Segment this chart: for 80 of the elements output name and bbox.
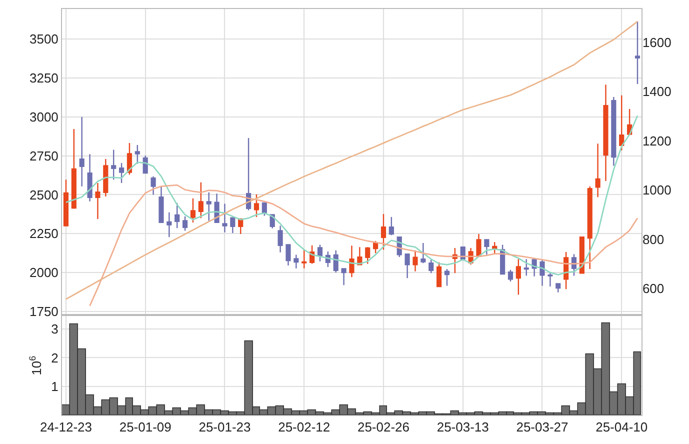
candlestick (404, 253, 410, 279)
category-label: 25-02-26 (357, 420, 410, 435)
category-label: 25-04-10 (596, 420, 648, 435)
y-tick-label: 2500 (29, 187, 58, 202)
y-tick-label: 3 (51, 322, 58, 337)
candlestick (365, 246, 370, 264)
y-tick-label: 2 (51, 350, 58, 366)
candlestick (134, 144, 140, 164)
candlestick (634, 20, 640, 85)
category-label: 25-02-12 (278, 420, 330, 435)
candlestick (222, 203, 228, 234)
candlestick (611, 96, 616, 166)
candlestick (278, 225, 283, 253)
candlestick (484, 239, 490, 256)
candlestick (63, 179, 69, 226)
y-tick-label: 3000 (29, 109, 58, 124)
candlestick (349, 245, 354, 278)
category-label: 25-01-23 (198, 420, 251, 435)
y-tick-label: 1750 (29, 304, 58, 320)
candlestick (333, 250, 338, 274)
candlestick (436, 262, 442, 288)
candlestick (294, 254, 299, 270)
candlestick (317, 244, 323, 262)
y2-tick-label: 1000 (642, 182, 672, 198)
candlestick (508, 269, 514, 282)
y2-tick-label: 1400 (642, 84, 672, 100)
candlestick (174, 202, 180, 229)
candlestick (95, 182, 100, 220)
candlestick (198, 182, 204, 219)
candlestick (87, 153, 92, 202)
candlestick (119, 162, 124, 184)
y-tick-label: 3500 (29, 32, 58, 46)
line-series (65, 114, 638, 276)
candlestick (619, 94, 624, 151)
candlestick (412, 250, 418, 272)
candlestick (158, 186, 164, 224)
candlestick (548, 272, 553, 288)
candlestick (150, 176, 156, 196)
candlestick (262, 202, 267, 216)
candlestick (246, 137, 252, 211)
y2-tick-label: 800 (642, 232, 664, 247)
candlestick (428, 259, 434, 274)
candlestick (540, 259, 545, 286)
candlestick (380, 213, 386, 250)
category-label: 24-12-23 (40, 420, 92, 435)
candlestick (206, 192, 212, 222)
y-tick-label: 2750 (29, 148, 58, 164)
y-tick-label: 2250 (29, 226, 58, 242)
candlestick (111, 149, 116, 180)
candlestick (79, 116, 84, 187)
candlestick (524, 258, 529, 276)
candlestick (166, 212, 172, 238)
candlestick (444, 268, 450, 286)
candlestick (603, 84, 608, 182)
candlestick (182, 216, 188, 232)
category-label: 25-01-09 (119, 420, 172, 435)
candlestick (476, 233, 482, 258)
category-label: 25-03-13 (436, 420, 489, 435)
candlestick (302, 249, 307, 270)
category-label: 25-03-27 (516, 420, 568, 435)
y2-tick-label: 1600 (642, 34, 672, 50)
candlestick (190, 198, 196, 224)
y-tick-label: 2000 (29, 265, 58, 280)
candlestick (595, 143, 600, 198)
y-tick-label: 3250 (29, 70, 58, 86)
candlestick (254, 194, 260, 218)
candlestick (230, 217, 236, 234)
candlestick (103, 158, 108, 198)
candlestick (126, 142, 132, 176)
candlestick (71, 128, 76, 210)
candlestick (420, 242, 426, 264)
y2-tick-label: 1200 (642, 133, 672, 148)
candlestick (286, 244, 291, 266)
candlestick (556, 283, 561, 294)
y2-tick-label: 600 (642, 281, 664, 296)
y-tick-label: 1 (51, 378, 58, 394)
candlestick (587, 186, 592, 270)
candlestick (516, 258, 521, 296)
candlestick (341, 268, 346, 286)
candlestick (388, 216, 394, 236)
